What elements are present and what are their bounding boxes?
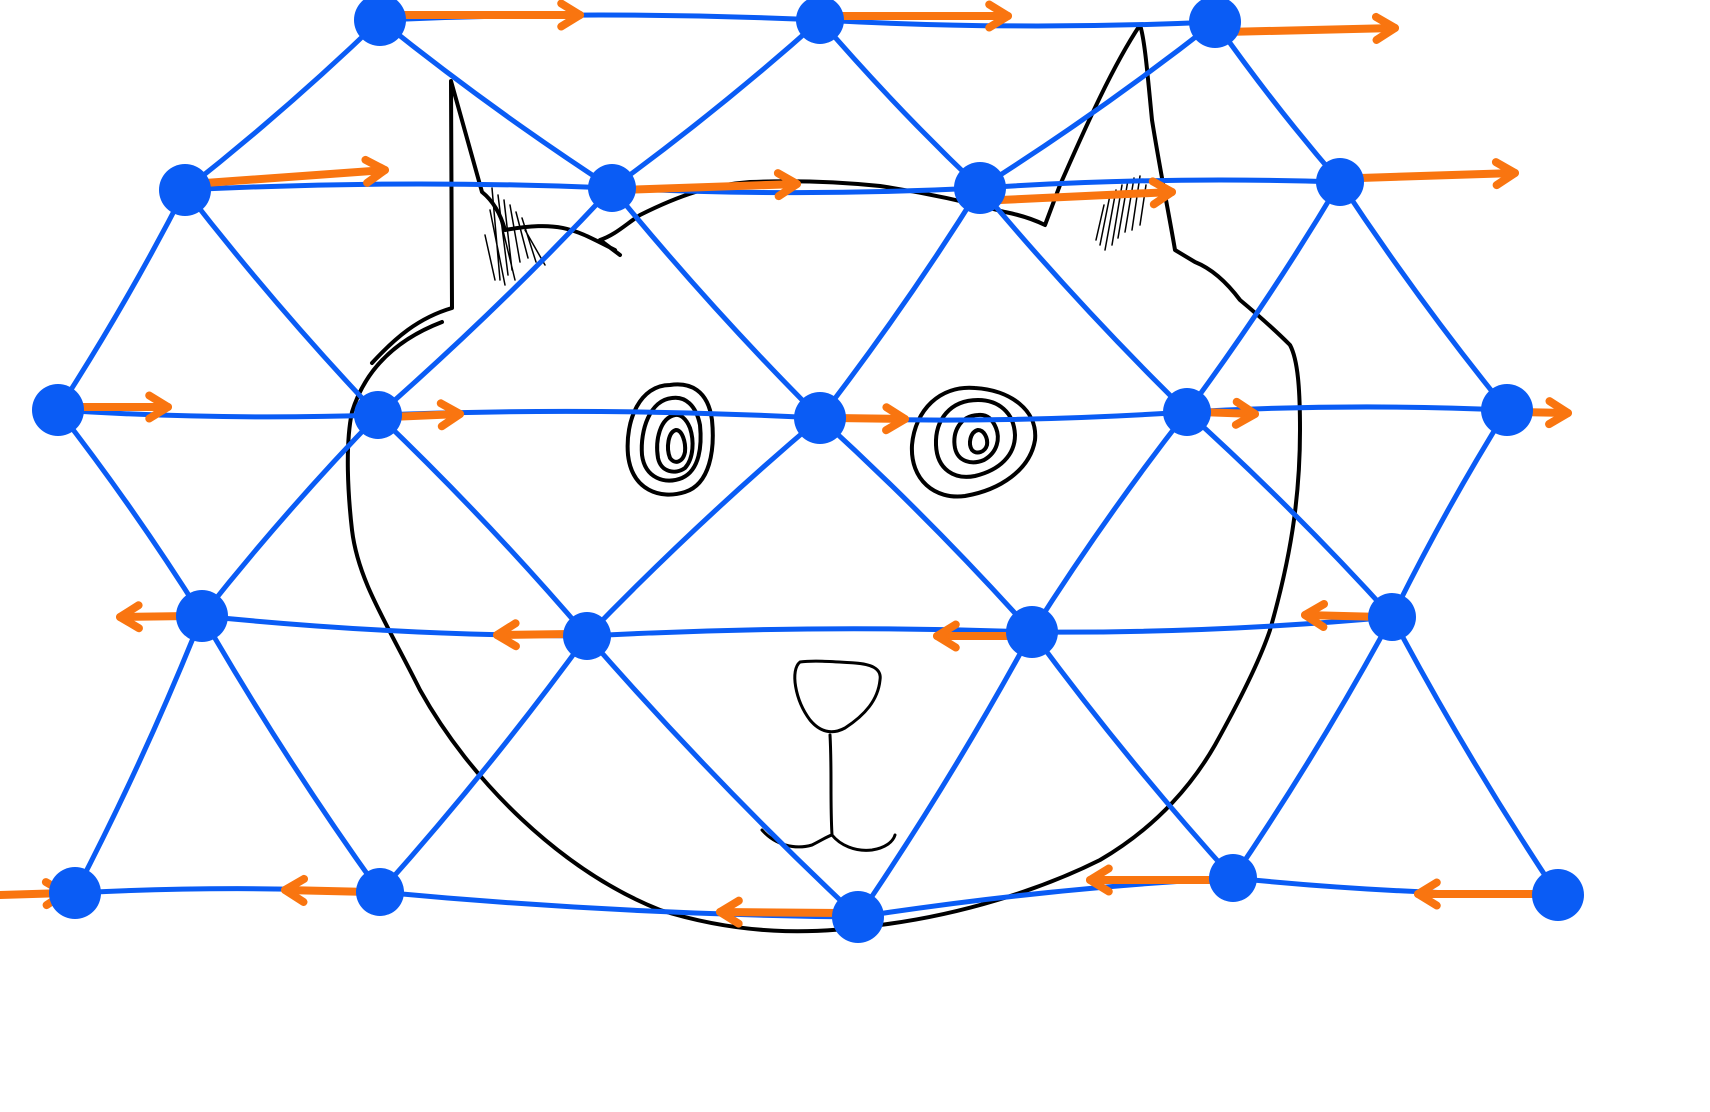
mesh-edge	[817, 17, 983, 191]
mesh-edge	[609, 17, 823, 191]
mesh-node-icon	[954, 162, 1006, 214]
mesh-node-icon	[354, 0, 406, 46]
mesh-edge	[977, 19, 1218, 191]
left-eye	[625, 382, 715, 497]
right-eye	[909, 385, 1038, 499]
displacement-arrow-icon	[388, 0, 584, 31]
mesh-edge	[817, 17, 1218, 29]
mesh-node-icon	[1163, 388, 1211, 436]
mesh-node-icon	[49, 867, 101, 919]
mesh-node-icon	[1006, 606, 1058, 658]
mesh-edge	[1029, 409, 1190, 635]
left-ear-fur	[484, 187, 546, 286]
mesh-edge	[1029, 614, 1395, 635]
displacement-arrow-icon	[1414, 878, 1547, 910]
mesh-edge	[977, 177, 1343, 191]
mesh-edge	[55, 407, 381, 420]
mesh-edges	[55, 12, 1561, 920]
mesh-edge	[584, 626, 1035, 639]
mesh-edge	[199, 412, 381, 619]
mesh-node-icon	[32, 384, 84, 436]
displacement-arrow-icon	[616, 169, 801, 201]
mesh-edge	[977, 185, 1190, 415]
mesh-edge	[72, 613, 205, 896]
mesh-node-icon	[1368, 593, 1416, 641]
mesh-edge	[1029, 629, 1236, 881]
displacement-arrow-icon	[828, 0, 1012, 32]
cat-head-outline	[345, 23, 1302, 934]
mesh-edge	[1389, 407, 1510, 620]
mesh-node-icon	[1532, 869, 1584, 921]
mesh-edge	[584, 633, 861, 920]
displacement-arrow-icon	[1356, 158, 1519, 190]
mesh-edge	[182, 17, 383, 193]
mesh-edge	[375, 412, 590, 639]
cat-mouth	[760, 733, 897, 852]
mesh-node-icon	[794, 392, 846, 444]
right-ear-fur	[1095, 175, 1147, 251]
mesh-node-icon	[159, 164, 211, 216]
mesh-edge	[55, 187, 188, 413]
cat-nose	[793, 659, 882, 734]
mesh-node-icon	[1189, 0, 1241, 48]
mesh-edge	[817, 415, 1035, 635]
cat-face-icon	[345, 23, 1302, 934]
mesh-edge	[375, 185, 615, 418]
displacement-arrow-icon	[1221, 12, 1399, 44]
displacement-arrow-icon	[996, 177, 1176, 209]
mesh-edge	[199, 613, 383, 895]
mesh-node-icon	[588, 164, 636, 212]
mesh-node-icon	[1481, 384, 1533, 436]
mesh-node-icon	[563, 612, 611, 660]
mesh-edge	[1337, 179, 1510, 413]
displacement-arrow-icon	[716, 896, 844, 928]
mesh-edge	[1230, 614, 1395, 881]
mesh-nodes	[32, 0, 1584, 943]
mesh-edge	[377, 633, 590, 895]
displacement-arrows	[0, 0, 1572, 928]
mesh-edge	[609, 185, 823, 421]
mesh-edge	[1184, 409, 1395, 620]
mesh-node-icon	[176, 590, 228, 642]
mesh-node-icon	[356, 868, 404, 916]
mesh-edge	[182, 181, 615, 193]
mesh-edge	[182, 187, 381, 418]
mesh-edge	[1389, 614, 1561, 898]
mesh-node-icon	[354, 391, 402, 439]
mesh-edge	[1212, 19, 1343, 185]
mesh-edge	[855, 629, 1035, 920]
displacement-arrow-icon	[1086, 864, 1214, 896]
mesh-node-icon	[832, 891, 884, 943]
mesh-edge	[55, 407, 205, 619]
mesh-edge	[377, 17, 615, 191]
displacement-arrow-icon	[933, 620, 1014, 652]
displacement-arrow-icon	[201, 155, 389, 187]
mesh-node-icon	[1316, 158, 1364, 206]
displacement-arrow-icon	[281, 874, 374, 906]
mesh-edge	[817, 185, 983, 421]
mesh-edge	[1184, 179, 1343, 415]
mesh-node-icon	[796, 0, 844, 44]
displacement-arrow-icon	[66, 391, 172, 423]
mesh-node-icon	[1209, 854, 1257, 902]
displacement-arrow-icon	[493, 619, 574, 651]
displacement-arrow-icon	[831, 403, 909, 435]
mesh-edge	[584, 415, 823, 639]
